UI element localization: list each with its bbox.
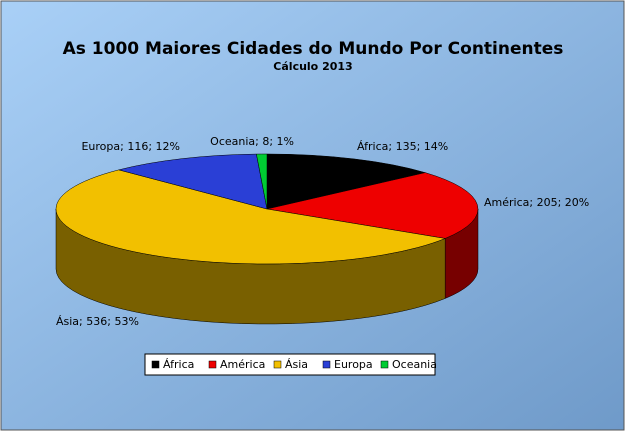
chart-subtitle: Cálculo 2013 bbox=[273, 60, 352, 73]
legend-swatch bbox=[151, 360, 160, 369]
legend-swatch bbox=[322, 360, 331, 369]
legend-swatch bbox=[273, 360, 282, 369]
pie-slice bbox=[256, 153, 268, 210]
data-label: América; 205; 20% bbox=[484, 196, 589, 209]
pie-slice bbox=[117, 153, 268, 210]
pie-slice bbox=[266, 172, 479, 239]
chart-title: As 1000 Maiores Cidades do Mundo Por Con… bbox=[63, 39, 564, 59]
legend-box bbox=[144, 353, 436, 376]
pie-slice bbox=[266, 153, 427, 210]
legend-swatch bbox=[208, 360, 217, 369]
legend-label: América bbox=[220, 358, 265, 371]
data-label: Ásia; 536; 53% bbox=[56, 315, 139, 328]
data-label: África; 135; 14% bbox=[357, 140, 448, 153]
legend-swatch bbox=[380, 360, 389, 369]
data-label: Europa; 116; 12% bbox=[81, 140, 180, 153]
legend-label: Europa bbox=[334, 358, 373, 371]
legend-label: África bbox=[163, 358, 194, 371]
pie-slice bbox=[55, 169, 447, 265]
legend-label: Oceania bbox=[392, 358, 437, 371]
legend-label: Ásia bbox=[285, 358, 308, 371]
data-label: Oceania; 8; 1% bbox=[210, 135, 294, 148]
